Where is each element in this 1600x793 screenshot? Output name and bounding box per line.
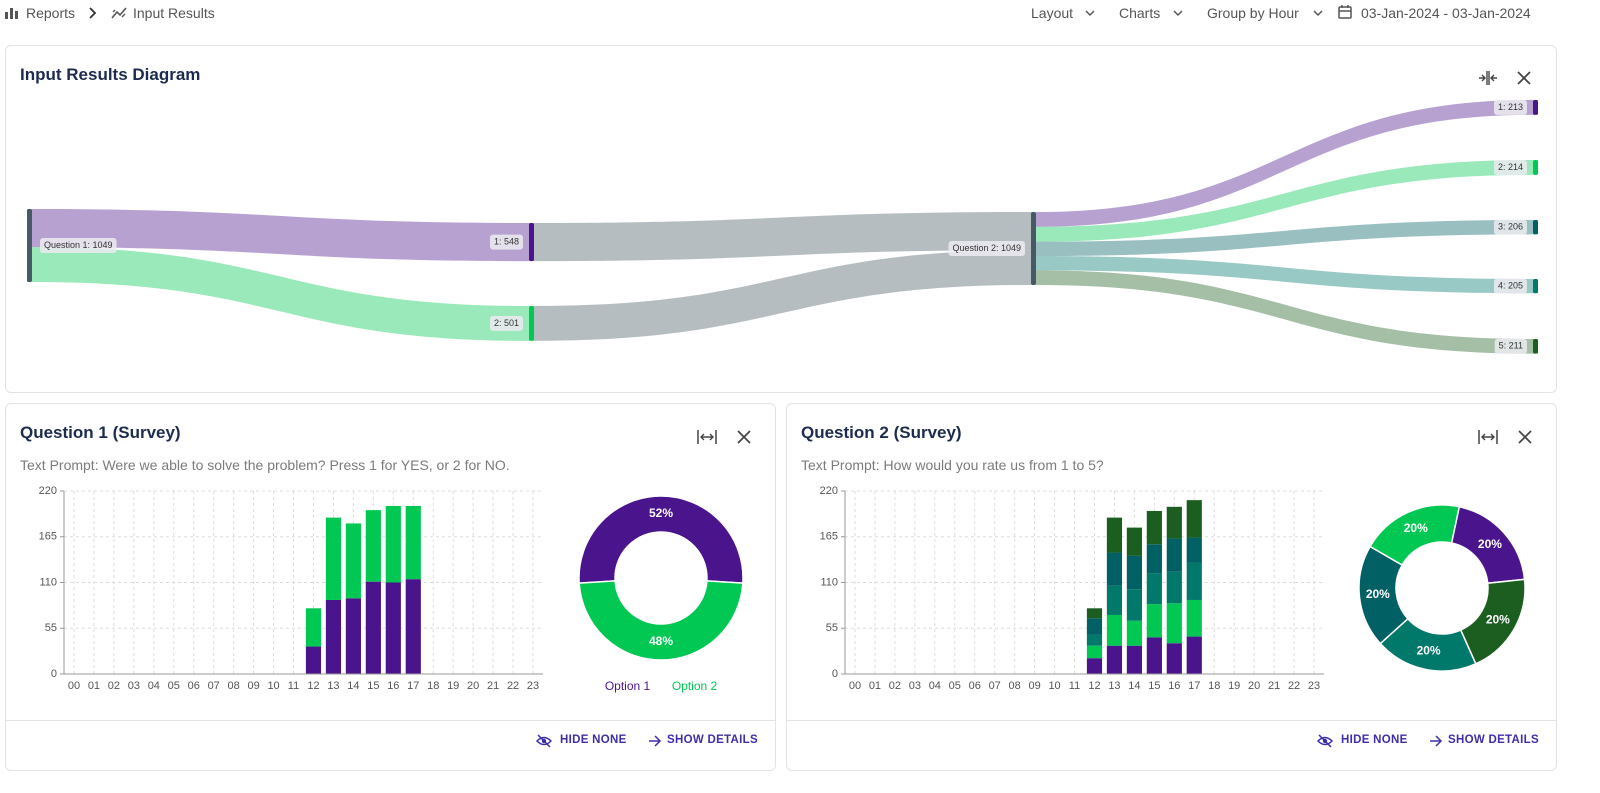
divider — [6, 720, 775, 721]
breadcrumb-current: Input Results — [133, 5, 215, 21]
expand-icon[interactable] — [1478, 429, 1498, 445]
close-icon[interactable] — [737, 430, 751, 444]
show-details-button[interactable]: SHOW DETAILS — [667, 734, 758, 746]
card-title: Question 2 (Survey) — [801, 423, 962, 442]
divider — [787, 720, 1556, 721]
show-details-button[interactable]: SHOW DETAILS — [1448, 734, 1539, 746]
menu-group[interactable]: Group by Hour — [1207, 5, 1299, 21]
text-prompt: Text Prompt: Were we able to solve the p… — [20, 457, 510, 473]
close-icon[interactable] — [1517, 71, 1531, 85]
sankey-card: Input Results Diagram — [5, 45, 1557, 393]
hide-icon — [1317, 734, 1333, 748]
hide-none-button[interactable]: HIDE NONE — [560, 734, 627, 746]
question-card: Question 1 (Survey) Text Prompt: Were we… — [5, 403, 776, 771]
menu-charts[interactable]: Charts — [1119, 5, 1161, 21]
menu-layout[interactable]: Layout — [1031, 5, 1074, 21]
chevron — [1085, 10, 1095, 17]
hide-none-button[interactable]: HIDE NONE — [1341, 734, 1408, 746]
calendar-icon — [1338, 5, 1352, 19]
arrow-icon — [1430, 735, 1443, 747]
close-icon[interactable] — [1518, 430, 1532, 444]
card-title: Question 1 (Survey) — [20, 423, 181, 442]
text-prompt: Text Prompt: How would you rate us from … — [801, 457, 1104, 473]
card-title: Input Results Diagram — [20, 65, 201, 84]
reports-icon — [5, 8, 18, 19]
hide-icon — [536, 734, 552, 748]
chevron — [1313, 10, 1323, 17]
chevron — [1173, 10, 1183, 17]
expand-icon[interactable] — [697, 429, 717, 445]
breadcrumb-reports[interactable]: Reports — [26, 5, 76, 21]
date-range[interactable]: 03-Jan-2024 - 03-Jan-2024 — [1361, 5, 1531, 21]
question-card: Question 2 (Survey) Text Prompt: How wou… — [786, 403, 1557, 771]
arrow-icon — [649, 735, 662, 747]
input-results-icon — [111, 7, 127, 19]
collapse-icon[interactable] — [1478, 70, 1498, 86]
breadcrumb-separator — [89, 7, 97, 19]
